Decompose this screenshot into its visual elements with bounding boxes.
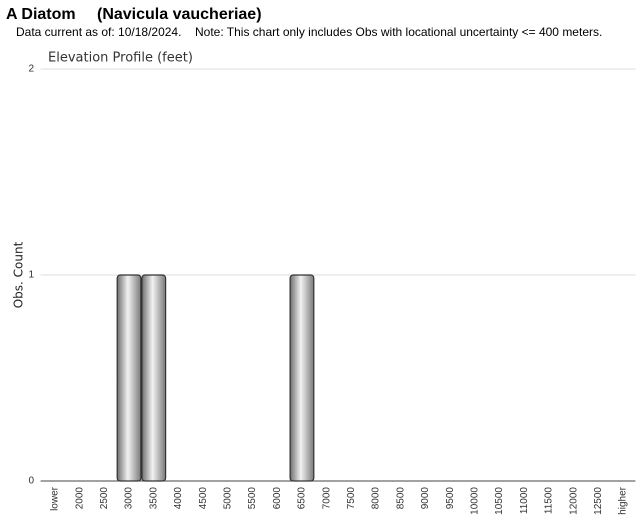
x-tick-label: 2500	[99, 487, 110, 510]
chart-title: A Diatom	[6, 6, 76, 23]
x-tick-label: 9000	[420, 487, 431, 510]
plot-title: Elevation Profile (feet)	[48, 51, 193, 66]
bar	[116, 274, 142, 482]
species-name: (Navicula vaucheriae)	[97, 6, 262, 23]
bar	[289, 274, 315, 482]
x-tick-label: 11500	[544, 487, 555, 515]
x-tick-label: 8000	[371, 487, 382, 510]
x-tick-label: lower	[50, 486, 61, 511]
note: Note: This chart only includes Obs with …	[195, 25, 602, 39]
x-tick-label: 12000	[568, 487, 579, 515]
x-tick-label: 6500	[297, 487, 308, 510]
x-tick-label: 3000	[124, 487, 135, 510]
x-tick-label: 12500	[593, 487, 604, 515]
x-tick-label: 7500	[346, 487, 357, 510]
y-tick-label: 1	[28, 270, 34, 281]
y-tick-label: 0	[28, 476, 34, 487]
x-tick-label: 8500	[395, 487, 406, 510]
y-tick-label: 2	[28, 64, 34, 75]
bar	[141, 274, 167, 482]
x-tick-label: higher	[618, 486, 629, 514]
x-tick-label: 11000	[519, 487, 530, 515]
x-tick-label: 4500	[198, 487, 209, 510]
x-tick-label: 9500	[445, 487, 456, 510]
x-tick-label: 4000	[173, 487, 184, 510]
data-date: Data current as of: 10/18/2024.	[16, 25, 181, 39]
x-tick-label: 5000	[222, 487, 233, 510]
x-tick-label: 7000	[321, 487, 332, 510]
x-tick-label: 2000	[74, 487, 85, 510]
x-tick-label: 10500	[494, 487, 505, 515]
x-tick-label: 10000	[469, 487, 480, 515]
x-tick-label: 3500	[148, 487, 159, 510]
x-tick-label: 5500	[247, 487, 258, 510]
x-tick-label: 6000	[272, 487, 283, 510]
y-axis-label: Obs. Count	[12, 241, 26, 308]
